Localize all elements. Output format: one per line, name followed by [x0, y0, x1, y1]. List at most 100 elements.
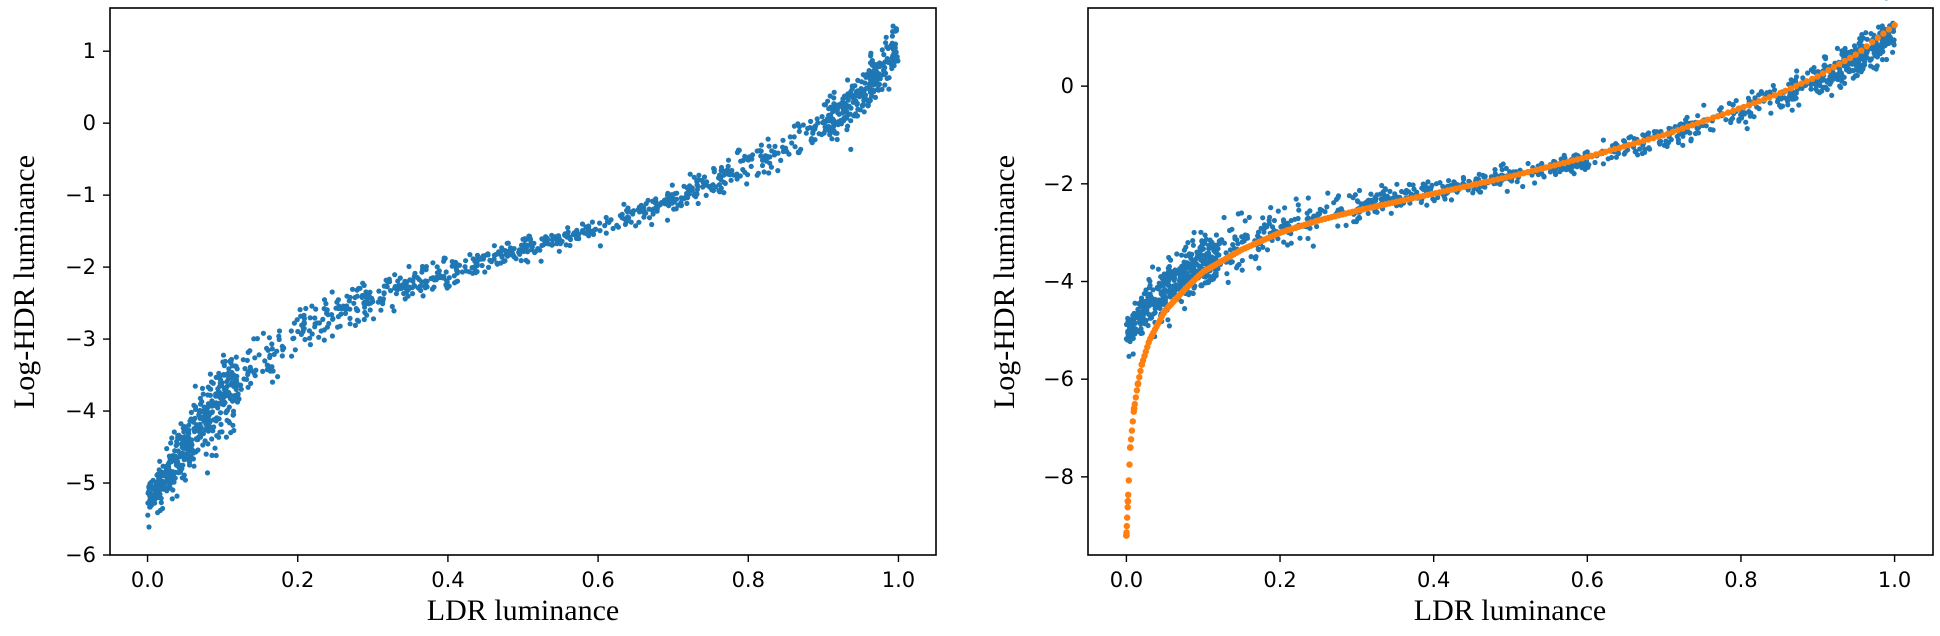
data-point — [855, 89, 861, 95]
data-point — [499, 245, 505, 251]
data-point — [1181, 247, 1187, 253]
data-point — [1202, 232, 1208, 238]
data-point — [1497, 181, 1503, 187]
data-point — [597, 243, 604, 249]
data-point — [1242, 218, 1248, 224]
data-point — [235, 391, 241, 397]
data-point — [792, 144, 798, 150]
data-point — [218, 377, 224, 383]
data-point — [1126, 353, 1132, 359]
data-point — [1891, 42, 1897, 48]
data-point — [1365, 210, 1371, 216]
data-point — [1162, 286, 1168, 293]
data-point — [218, 421, 224, 427]
data-point — [193, 436, 199, 442]
data-point — [836, 111, 842, 117]
data-point — [361, 282, 367, 288]
fit-point — [1841, 57, 1848, 65]
data-point — [1879, 23, 1885, 29]
data-point — [200, 431, 206, 437]
y-tick-label: −3 — [65, 327, 96, 351]
data-point — [1586, 162, 1592, 168]
fit-point — [1132, 394, 1140, 401]
fit-point — [1684, 123, 1691, 130]
data-point — [1158, 274, 1164, 280]
data-point — [767, 154, 773, 160]
fit-point — [1699, 118, 1706, 125]
data-point — [409, 291, 416, 297]
data-point — [491, 243, 497, 249]
data-point — [1422, 182, 1428, 188]
data-point — [1182, 306, 1188, 312]
y-axis-label-right: Log-HDR luminance — [988, 155, 1021, 409]
data-point — [264, 367, 270, 373]
data-point — [412, 270, 418, 276]
data-point — [1868, 56, 1874, 62]
data-point — [320, 316, 326, 322]
data-point — [1209, 239, 1215, 245]
data-point — [865, 85, 871, 91]
data-point — [604, 219, 611, 225]
data-point — [1382, 186, 1388, 192]
fit-point — [1694, 120, 1701, 127]
data-point — [763, 158, 770, 164]
data-point — [156, 486, 162, 492]
data-point — [1253, 254, 1259, 260]
data-point — [1275, 208, 1281, 214]
data-point — [870, 68, 876, 74]
data-point — [488, 259, 494, 265]
data-point — [207, 386, 213, 392]
fit-point — [1125, 491, 1132, 498]
data-point — [766, 170, 772, 176]
data-point — [1789, 107, 1795, 113]
data-point — [333, 305, 339, 311]
data-point — [597, 220, 603, 226]
data-point — [1190, 238, 1196, 244]
data-point — [262, 358, 268, 364]
data-point — [337, 323, 343, 329]
data-point — [381, 290, 387, 296]
data-point — [826, 106, 832, 112]
data-point — [1157, 305, 1163, 311]
data-point — [209, 398, 215, 404]
data-point — [1178, 269, 1184, 275]
data-point — [1771, 87, 1778, 93]
data-point — [1325, 190, 1331, 196]
data-point — [186, 427, 192, 433]
data-point — [1135, 310, 1141, 316]
data-point — [597, 228, 603, 234]
data-point — [831, 89, 837, 95]
data-point — [238, 386, 244, 392]
data-point — [197, 421, 203, 427]
data-point — [1292, 216, 1298, 222]
data-point — [522, 237, 529, 243]
data-point — [840, 96, 846, 102]
data-point — [1749, 89, 1755, 95]
data-point — [565, 229, 571, 235]
data-point — [205, 404, 211, 410]
data-point — [1425, 179, 1431, 185]
data-point — [1796, 102, 1802, 108]
data-point — [221, 399, 227, 405]
data-point — [393, 291, 399, 297]
data-point — [1846, 67, 1852, 73]
data-point — [178, 421, 184, 427]
data-point — [462, 264, 468, 270]
data-point — [1430, 196, 1436, 202]
data-point — [1343, 222, 1349, 228]
data-point — [1238, 210, 1245, 216]
data-point — [300, 325, 306, 331]
data-point — [419, 266, 426, 273]
data-point — [307, 335, 313, 341]
data-point — [301, 319, 307, 325]
data-point — [1213, 242, 1219, 248]
data-point — [222, 358, 228, 364]
data-point — [389, 303, 395, 310]
data-point — [641, 214, 647, 220]
data-point — [1150, 287, 1156, 293]
data-point — [1859, 43, 1865, 49]
plot-frame-right — [1087, 7, 1934, 556]
data-point — [1206, 260, 1212, 266]
data-point — [1168, 257, 1174, 263]
data-point — [1232, 236, 1238, 242]
